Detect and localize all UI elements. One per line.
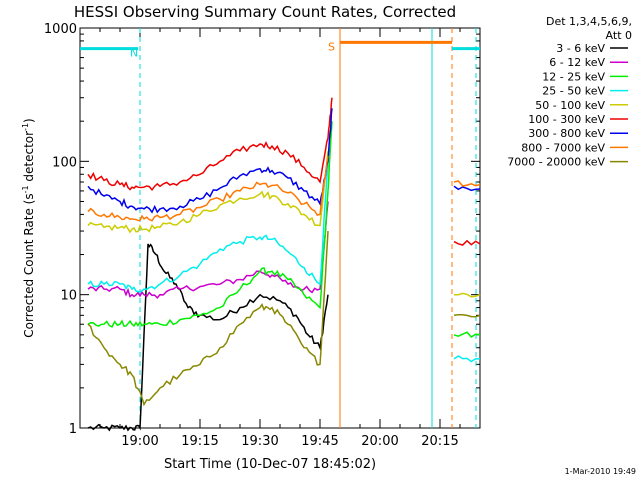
legend-label-800-7000-kev: 800 - 7000 keV: [521, 141, 605, 154]
legend-header-line-1: Det 1,3,4,5,6,9,: [546, 15, 632, 28]
series-line-800-7000-kev: [87, 155, 329, 222]
footer-timestamp: 1-Mar-2010 19:49: [565, 467, 636, 476]
tail-line-7000-20000-kev: [453, 313, 481, 318]
legend-label-50-100-kev: 50 - 100 keV: [535, 99, 605, 112]
series-line-3-6-kev: [87, 243, 329, 432]
series-line-12-25-kev: [87, 121, 333, 328]
tail-line-50-100-kev: [454, 292, 481, 298]
legend-header-line-2: Att 0: [606, 29, 632, 42]
tail-line-100-300-kev: [453, 239, 481, 246]
legend-label-100-300-kev: 100 - 300 keV: [528, 113, 605, 126]
chart-title: HESSI Observing Summary Count Rates, Cor…: [74, 3, 456, 21]
y-tick-label: 1: [69, 422, 77, 437]
x-tick-label: 19:00: [121, 434, 158, 449]
legend-label-12-25-kev: 12 - 25 keV: [542, 70, 605, 83]
x-tick-label: 19:15: [181, 434, 218, 449]
y-tick-label: 100: [52, 155, 77, 170]
x-axis-label: Start Time (10-Dec-07 18:45:02): [164, 457, 376, 472]
series-line-25-50-kev: [87, 161, 329, 293]
series-line-50-100-kev: [87, 150, 329, 234]
y-tick-label: 1000: [44, 22, 77, 37]
x-tick-label: 19:30: [241, 434, 278, 449]
series-line-7000-20000-kev: [87, 231, 329, 407]
x-tick-label: 19:45: [301, 434, 338, 449]
legend-label-300-800-kev: 300 - 800 keV: [528, 127, 605, 140]
series-line-6-12-kev: [87, 201, 329, 300]
plot-area: 1 10 100 1000 19:00 19:15 19:30 19:45 20:00 20:15…: [44, 22, 628, 449]
legend-label-25-50-kev: 25 - 50 keV: [542, 85, 605, 98]
tail-line-800-7000-kev: [453, 180, 481, 187]
series-line-300-800-kev: [87, 108, 333, 214]
flag-label-s: S: [328, 40, 335, 53]
legend-label-7000-20000-kev: 7000 - 20000 keV: [507, 156, 605, 169]
x-tick-label: 20:15: [421, 434, 458, 449]
tail-line-300-800-kev: [453, 185, 481, 192]
tail-line-12-25-kev: [453, 331, 481, 338]
y-axis-label: Corrected Count Rate (s-1 detector-1): [21, 118, 36, 337]
tail-line-25-50-kev: [453, 355, 481, 363]
legend-label-3-6-kev: 3 - 6 keV: [556, 42, 605, 55]
x-tick-label: 20:00: [361, 434, 398, 449]
series-line-100-300-kev: [87, 97, 333, 192]
flag-label-n: N: [130, 47, 138, 60]
y-tick-label: 10: [60, 289, 77, 304]
legend-label-6-12-kev: 6 - 12 keV: [549, 56, 605, 69]
